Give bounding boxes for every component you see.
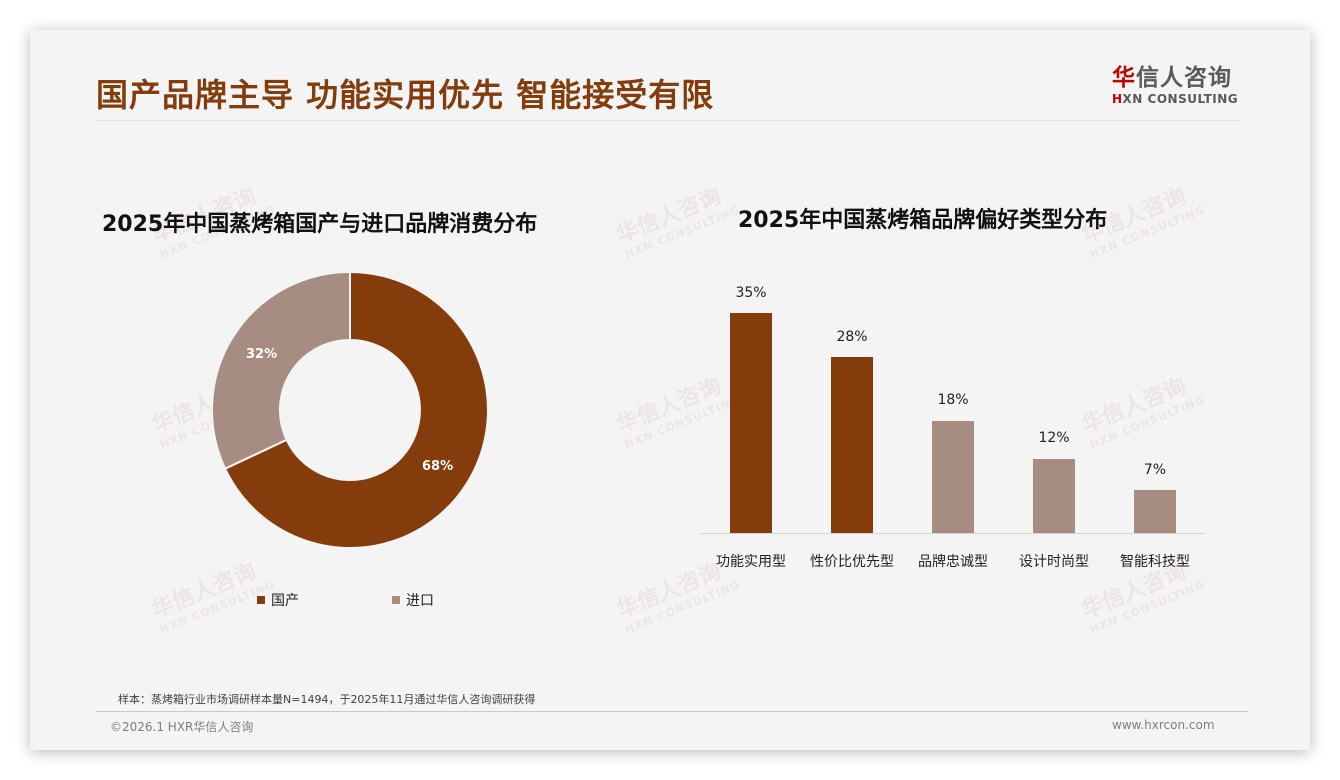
donut-slice-import	[212, 272, 351, 471]
bar-value-label: 12%	[1038, 430, 1070, 446]
bar-smart	[1134, 490, 1176, 533]
header-divider	[96, 120, 1240, 121]
bar-category-label: 设计时尚型	[1019, 554, 1089, 570]
bar-value-label: 7%	[1143, 462, 1167, 478]
bar-category-label: 性价比优先型	[810, 554, 894, 570]
logo-en-red: H	[1112, 92, 1123, 106]
donut-chart-title: 2025年中国蒸烤箱国产与进口品牌消费分布	[102, 212, 538, 237]
slide: 华信人咨询 HXN CONSULTING 华信人咨询 HXN CONSULTING …	[30, 30, 1310, 750]
logo-cn-red: 华	[1112, 65, 1136, 91]
legend-swatch-import	[392, 596, 400, 604]
footer-divider	[96, 711, 1248, 712]
bar-value-label: 18%	[937, 392, 969, 408]
logo-cn: 信人咨询	[1136, 65, 1232, 91]
donut-slice-domestic	[223, 272, 488, 548]
donut-chart	[212, 272, 488, 548]
x-axis	[700, 533, 1205, 534]
website-link[interactable]: www.hxrcon.com	[1112, 718, 1215, 732]
bar-category-label: 品牌忠诚型	[918, 554, 988, 570]
bar-value-label: 28%	[836, 329, 868, 345]
legend-label: 国产	[271, 593, 299, 609]
bar-chart-title: 2025年中国蒸烤箱品牌偏好类型分布	[738, 208, 1108, 233]
legend-item-domestic: 国产	[257, 590, 299, 610]
bar-value	[831, 357, 873, 533]
legend-label: 进口	[406, 593, 434, 609]
bar-value-label: 35%	[735, 285, 767, 301]
donut-label-import: 32%	[246, 347, 278, 362]
company-logo: 华信人咨询 HXN CONSULTING	[1112, 64, 1238, 106]
bar-loyal	[932, 421, 974, 533]
donut-label-domestic: 68%	[422, 459, 454, 474]
copyright: ©2026.1 HXR华信人咨询	[110, 720, 254, 734]
logo-en: XN CONSULTING	[1122, 92, 1239, 106]
bar-design	[1033, 459, 1075, 533]
sample-note: 样本：蒸烤箱行业市场调研样本量N=1494，于2025年11月通过华信人咨询调研…	[118, 693, 536, 706]
legend-item-import: 进口	[392, 590, 434, 610]
bar-category-label: 功能实用型	[716, 554, 786, 570]
bar-functional	[730, 313, 772, 533]
page-title: 国产品牌主导 功能实用优先 智能接受有限	[96, 76, 715, 114]
bar-category-label: 智能科技型	[1120, 554, 1190, 570]
legend-swatch-domestic	[257, 596, 265, 604]
